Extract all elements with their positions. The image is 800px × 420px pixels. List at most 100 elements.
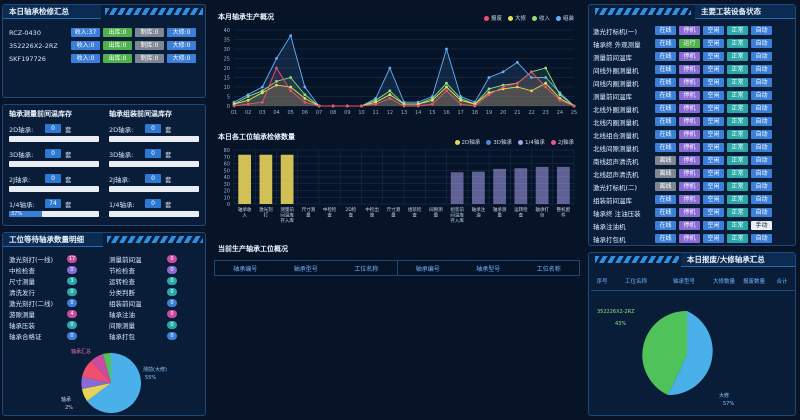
legend-item: 3D轴承 — [486, 138, 512, 146]
equipment-status-badge: 自动 — [751, 234, 772, 243]
equipment-status-badge: 自动 — [751, 117, 772, 126]
x-tick-label: 13 — [401, 110, 407, 116]
bar-mark — [535, 166, 549, 204]
legend-swatch — [507, 15, 513, 21]
equipment-status-badge: 停机 — [679, 65, 700, 74]
stock-label: 3D轴承: — [109, 150, 134, 159]
equipment-status-badge: 自动 — [751, 91, 772, 100]
stock-unit: 套 — [65, 175, 72, 184]
series-point — [246, 98, 250, 102]
stock-progress-bar: 37% — [9, 211, 99, 217]
daily-bar-chart: 01020304050607080轴承收入激光刻打测量前间温库存入库尺寸测量中检… — [224, 148, 575, 224]
col-station: 工位名称 — [536, 265, 561, 273]
equipment-row: 激光打标机(一) 在线 停机 空闲 正常 自动 — [593, 25, 785, 36]
y-tick-label: 0 — [227, 202, 230, 208]
queue-count-badge: 0 — [67, 287, 77, 296]
equipment-row: 间线外圈测量机 在线 停机 空闲 正常 自动 — [593, 64, 785, 75]
equipment-status-group: 在线 停机 空闲 正常 自动 — [655, 130, 775, 139]
equipment-name: 北线组合测量机 — [593, 131, 639, 140]
pie-label-left-pct: 2% — [65, 405, 73, 411]
stock-label: 2J轴承: — [109, 175, 131, 184]
y-tick-label: 60 — [224, 162, 230, 168]
x-category-label-line: 查 — [327, 212, 332, 219]
col-bearing-no: 轴承编号 — [415, 265, 440, 273]
queue-count-badge: 0 — [67, 331, 77, 340]
summary-count-badge: 出库:0 — [103, 28, 132, 37]
y-tick-label: 20 — [224, 189, 230, 195]
equipment-row: 间线内圈测量机 在线 停机 空闲 正常 自动 — [593, 77, 785, 88]
equipment-name: 南线超声清洗机 — [593, 157, 639, 166]
bar-mark — [450, 172, 464, 204]
scrap-panel: 本日报废/大修轴承汇总 序号 工位名称 轴承型号 大修数量 报废数量 合计 352226X… — [588, 252, 796, 416]
stock-value: 0 — [145, 124, 161, 133]
legend-swatch — [486, 139, 492, 145]
stock-value: 0 — [145, 174, 161, 183]
y-tick-label: 20 — [224, 66, 230, 72]
equipment-status-badge: 空闲 — [703, 156, 724, 165]
bearing-code: SKF197726 — [9, 54, 46, 63]
equipment-status-group: 离线 停机 空闲 正常 自动 — [655, 156, 775, 165]
pie-label-left: 轴承 — [61, 396, 71, 403]
monthly-legend: 报废 大修 收入 组装 — [483, 14, 574, 22]
equipment-status-badge: 在线 — [655, 78, 676, 87]
queue-station-label: 轴承压装 — [9, 321, 35, 330]
equipment-status-badge: 空闲 — [703, 26, 724, 35]
equipment-name: 轴承终 注油压装 — [593, 209, 641, 218]
equipment-status-badge: 停机 — [679, 221, 700, 230]
scrap-col-header: 轴承型号 — [672, 278, 695, 285]
x-tick-label: 16 — [443, 110, 449, 116]
x-category-label-line: 打 — [264, 212, 269, 219]
stock-unit: 套 — [65, 125, 72, 134]
stock-label: 2D轴承: — [109, 125, 134, 134]
bearing-summary-title: 本日轴承检修汇总 — [3, 5, 101, 19]
legend-item: 组装 — [555, 14, 574, 22]
queue-count-badge: 17 — [67, 254, 77, 263]
x-tick-label: 21 — [514, 110, 520, 116]
queue-station-label: 激光刻打(二线) — [9, 299, 54, 308]
equipment-status-badge: 空闲 — [703, 208, 724, 217]
series-point — [275, 57, 278, 60]
queue-row: 轴承合格证 0 — [9, 330, 101, 341]
series-point — [289, 89, 293, 93]
x-tick-label: 08 — [330, 110, 336, 116]
x-tick-label: 05 — [287, 110, 293, 116]
series-point — [345, 104, 349, 108]
x-category-label: 组装前间温库存入库 — [450, 206, 464, 224]
queue-station-label: 组装前间温 — [109, 299, 142, 308]
pie-slice-blue — [668, 311, 713, 396]
equipment-status-badge: 停机 — [679, 156, 700, 165]
series-area — [234, 68, 574, 106]
queue-row: 尺寸测量 3 — [9, 275, 101, 286]
stock-value: 0 — [45, 124, 61, 133]
series-area — [234, 83, 574, 106]
equipment-status-badge: 自动 — [751, 156, 772, 165]
stock-label: 2J轴承: — [9, 175, 31, 184]
equipment-status-badge: 停机 — [679, 117, 700, 126]
series-point — [459, 98, 463, 102]
queue-station-label: 清洗发行 — [9, 288, 35, 297]
x-category-label: 运转检查 — [514, 206, 528, 219]
pie-slice-green — [642, 310, 687, 395]
equipment-status-badge: 停机 — [679, 143, 700, 152]
series-point — [303, 97, 307, 100]
legend-item: 2D轴承 — [454, 138, 480, 146]
x-category-label-line: 2D检 — [345, 206, 356, 213]
equipment-status-badge: 运行 — [679, 39, 700, 48]
series-point — [430, 102, 434, 106]
series-point — [402, 104, 406, 108]
stock-unit: 套 — [65, 150, 72, 159]
series-point — [487, 76, 491, 79]
equipment-status-badge: 在线 — [655, 91, 676, 100]
equipment-name: 测量前间温库 — [593, 92, 632, 101]
pie-label-overhaul: 大修 — [719, 392, 729, 399]
stock-row: 1/4轴承: 74 套 — [9, 198, 101, 209]
series-point — [289, 76, 293, 79]
series-point — [515, 85, 519, 89]
legend-swatch — [454, 139, 460, 145]
series-point — [445, 89, 448, 93]
equipment-name: 轴承注油机 — [593, 222, 626, 231]
summary-count-badge: 大修:0 — [167, 28, 196, 37]
y-tick-label: 40 — [224, 175, 230, 181]
equipment-status-badge: 在线 — [655, 39, 676, 48]
summary-count-badge: 大修:0 — [167, 54, 196, 63]
